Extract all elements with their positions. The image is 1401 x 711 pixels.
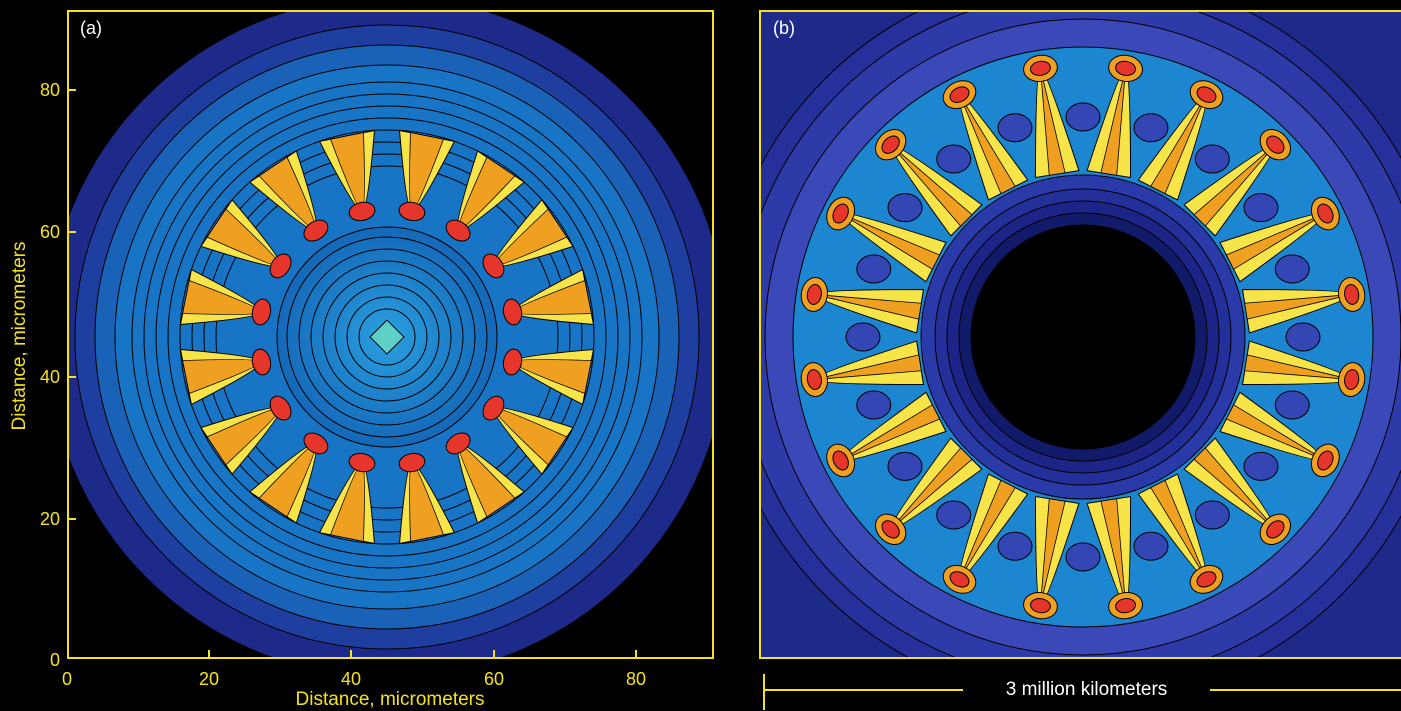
plume	[942, 80, 1029, 201]
plume	[482, 395, 574, 476]
plume	[1241, 277, 1366, 334]
cool-blob	[1243, 193, 1279, 223]
cool-blob	[936, 500, 972, 530]
plume	[1183, 437, 1291, 545]
plume	[1137, 473, 1224, 594]
plume	[248, 150, 329, 242]
x-tick-80: 80	[625, 669, 647, 689]
cool-blob	[845, 322, 881, 352]
plume	[1023, 54, 1080, 179]
plume	[800, 277, 925, 334]
plume	[248, 432, 329, 524]
plume	[1137, 80, 1224, 201]
x-axis-label: Distance, micrometers	[295, 689, 485, 710]
y-tick-60: 60	[39, 222, 60, 242]
panel-b-label: (b)	[773, 18, 795, 38]
x-tick-0: 0	[61, 669, 72, 689]
panel-b-image	[759, 10, 1401, 659]
cool-blob	[887, 451, 923, 481]
cool-blob	[1194, 144, 1230, 174]
x-tickmark	[635, 650, 637, 659]
plume	[1086, 495, 1143, 620]
cool-blob	[1133, 531, 1169, 561]
y-tick-40: 40	[39, 367, 60, 387]
plume	[875, 437, 983, 545]
cool-blob	[1274, 390, 1310, 420]
plume	[445, 150, 526, 242]
y-tick-0: 0	[49, 650, 60, 670]
plume	[179, 348, 272, 406]
cool-blob	[1133, 113, 1169, 143]
plume	[482, 198, 574, 279]
scale-bar: 3 million kilometers	[763, 674, 1401, 710]
plume	[826, 196, 947, 283]
cool-blob	[936, 144, 972, 174]
plume	[1183, 129, 1291, 237]
plume	[800, 340, 925, 397]
plume	[1219, 196, 1340, 283]
plume	[398, 129, 456, 222]
plume	[1219, 391, 1340, 478]
cool-blob	[997, 113, 1033, 143]
scale-bar-line	[763, 689, 963, 691]
panel-a-image	[67, 10, 714, 659]
cool-blob	[1065, 102, 1101, 132]
panel-b-contour-plot	[761, 12, 1401, 657]
plume	[826, 391, 947, 478]
y-tickmark	[67, 518, 76, 520]
cool-blob	[1285, 322, 1321, 352]
plume	[318, 129, 376, 222]
plume	[200, 198, 292, 279]
scale-bar-tick	[763, 674, 765, 710]
plume	[445, 432, 526, 524]
plume	[318, 452, 376, 545]
plume	[200, 395, 292, 476]
x-tick-20: 20	[198, 669, 220, 689]
cool-blob	[1274, 254, 1310, 284]
plume	[502, 348, 595, 406]
y-tick-20: 20	[39, 509, 60, 529]
panel-a-contour-plot	[69, 12, 712, 657]
cool-blob	[1065, 542, 1101, 572]
x-tickmark	[350, 650, 352, 659]
y-tickmark	[67, 89, 76, 91]
cool-blob	[997, 531, 1033, 561]
x-tickmark	[493, 650, 495, 659]
plume	[942, 473, 1029, 594]
y-axis-label: Distance, micrometers	[9, 241, 30, 431]
central-void	[970, 224, 1196, 450]
scale-bar-line	[1210, 689, 1401, 691]
cool-blob	[856, 254, 892, 284]
plume	[1023, 495, 1080, 620]
plume	[1241, 340, 1366, 397]
plume	[875, 129, 983, 237]
cool-blob	[887, 193, 923, 223]
cool-blob	[1243, 451, 1279, 481]
scale-bar-label: 3 million kilometers	[1005, 679, 1168, 700]
cool-blob	[1194, 500, 1230, 530]
center-marker	[369, 319, 405, 355]
plume	[398, 452, 456, 545]
plume	[1086, 54, 1143, 179]
y-tick-80: 80	[39, 80, 60, 100]
x-tick-60: 60	[483, 669, 505, 689]
plume	[179, 268, 272, 326]
y-tickmark	[67, 376, 76, 378]
x-tick-40: 40	[340, 669, 362, 689]
x-tickmark	[208, 650, 210, 659]
plume	[502, 268, 595, 326]
y-tickmark	[67, 231, 76, 233]
panel-a-label: (a)	[80, 18, 102, 38]
cool-blob	[856, 390, 892, 420]
